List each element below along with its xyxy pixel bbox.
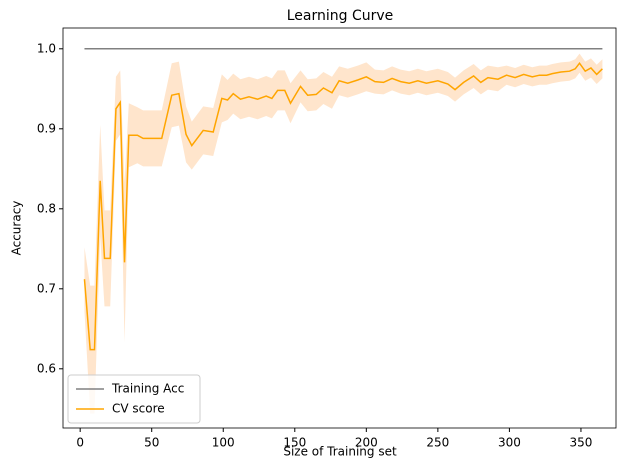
y-tick-label: 0.9 <box>37 121 56 135</box>
x-tick-label: 200 <box>355 436 378 450</box>
x-tick-label: 350 <box>569 436 592 450</box>
x-tick-label: 0 <box>76 436 84 450</box>
x-tick-label: 300 <box>498 436 521 450</box>
y-tick-label: 1.0 <box>37 41 56 55</box>
x-tick-label: 150 <box>283 436 306 450</box>
y-tick-label: 0.6 <box>37 361 56 375</box>
x-axis-label: Size of Training set <box>283 445 397 459</box>
y-axis-label: Accuracy <box>10 201 24 256</box>
plot-frame <box>62 27 617 429</box>
legend-label: CV score <box>112 402 165 416</box>
chart-title: Learning Curve <box>287 8 394 24</box>
x-tick-label: 100 <box>212 436 235 450</box>
x-tick-label: 250 <box>426 436 449 450</box>
legend-box <box>67 374 201 424</box>
legend-label: Training Acc <box>111 382 184 396</box>
y-tick-label: 0.7 <box>37 281 56 295</box>
series-line <box>83 61 603 351</box>
x-tick-label: 50 <box>144 436 159 450</box>
std-band <box>84 53 603 414</box>
y-tick-label: 0.8 <box>37 201 56 215</box>
